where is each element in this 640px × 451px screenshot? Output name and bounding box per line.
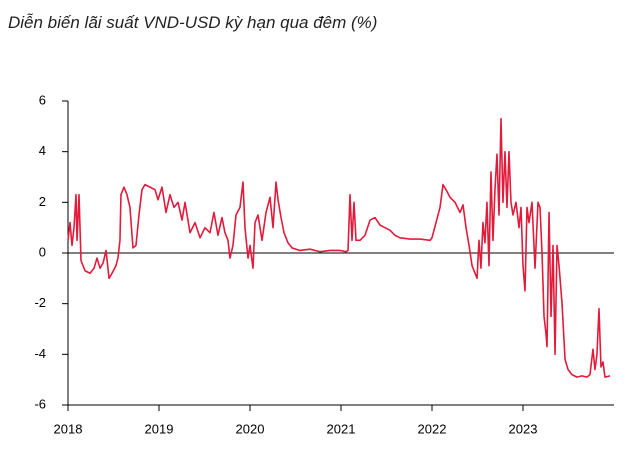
y-tick-label: -6	[34, 396, 46, 411]
x-tick-label: 2020	[236, 421, 265, 436]
chart-title: Diễn biến lãi suất VND-USD kỳ hạn qua đê…	[8, 13, 377, 32]
x-tick-label: 2021	[327, 421, 356, 436]
y-tick-label: -4	[34, 346, 46, 361]
y-tick-label: 6	[39, 92, 46, 107]
y-tick-label: 4	[39, 143, 46, 158]
x-tick-label: 2022	[418, 421, 447, 436]
y-tick-label: 2	[39, 194, 46, 209]
series-line	[67, 117, 611, 378]
x-tick-label: 2019	[145, 421, 174, 436]
y-tick-label: -2	[34, 295, 46, 310]
x-tick-label: 2018	[54, 421, 83, 436]
y-tick-label: 0	[39, 244, 46, 259]
x-tick-label: 2023	[509, 421, 538, 436]
